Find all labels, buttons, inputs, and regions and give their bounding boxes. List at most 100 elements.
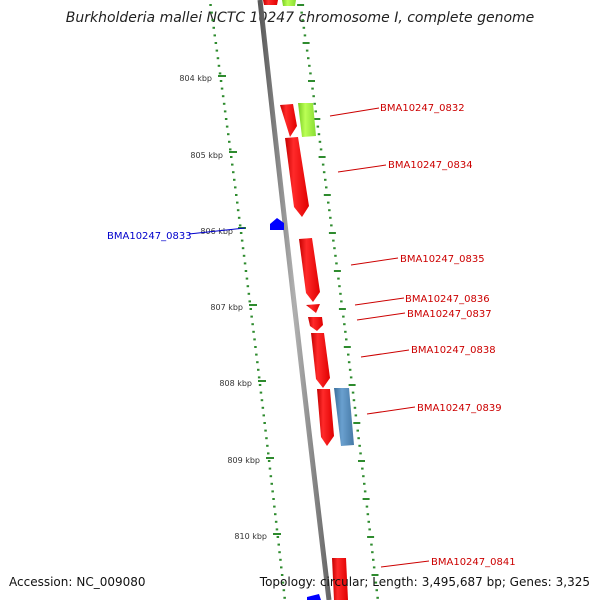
tick-mark: [358, 444, 361, 447]
tick-mark: [329, 216, 332, 219]
tick-mark: [233, 178, 236, 181]
tick-mark: [252, 330, 255, 333]
tick-mark: [280, 574, 284, 576]
tick-mark: [251, 323, 254, 326]
gene-label[interactable]: BMA10247_0841: [431, 557, 516, 568]
gene-arrow-BMA10247_0838[interactable]: [311, 333, 330, 388]
tick-mark: [216, 57, 220, 60]
genome-stats: Topology: circular; Length: 3,495,687 bp; …: [259, 575, 590, 589]
tick-mark: [278, 551, 281, 554]
gene-arrow-reverse[interactable]: [307, 594, 321, 600]
tick-mark: [321, 163, 325, 166]
tick-mark: [372, 566, 376, 569]
gene-label[interactable]: BMA10247_0838: [411, 345, 496, 356]
gene-label[interactable]: BMA10247_0834: [388, 160, 473, 171]
tick-mark: [232, 171, 235, 174]
gene-arrow-BMA10247_0839[interactable]: [317, 389, 334, 446]
tick-mark: [276, 536, 280, 538]
tick-mark: [253, 338, 256, 341]
label-leader-line: [329, 107, 380, 117]
tick-mark: [370, 543, 373, 546]
gene-label[interactable]: BMA10247_0833: [107, 231, 192, 242]
label-leader-line: [360, 349, 410, 358]
tick-mark: [236, 209, 240, 212]
tick-mark: [272, 498, 275, 500]
tick-mark: [348, 368, 352, 371]
gene-block-steel[interactable]: [334, 388, 354, 446]
tick-mark: [265, 437, 268, 440]
gene-label[interactable]: BMA10247_0839: [417, 403, 502, 414]
tick-mark: [303, 34, 307, 37]
tick-mark: [362, 498, 370, 500]
tick-mark: [328, 232, 336, 234]
tick-mark: [217, 64, 221, 67]
chromosome-backbone: [257, 0, 332, 600]
gene-label[interactable]: BMA10247_0832: [380, 103, 465, 114]
tick-mark: [223, 110, 227, 113]
tick-mark: [277, 543, 280, 546]
tick-mark: [308, 80, 315, 82]
gene-arrow-BMA10247_0836[interactable]: [306, 304, 320, 313]
scale-tick-label: 804 kbp: [179, 74, 212, 83]
gene-label[interactable]: BMA10247_0835: [400, 254, 485, 265]
tick-mark: [280, 566, 283, 569]
tick-mark: [311, 87, 314, 90]
tick-mark: [302, 42, 310, 44]
tick-mark: [363, 482, 366, 485]
tick-mark: [340, 300, 343, 303]
tick-mark: [221, 95, 225, 98]
tick-mark: [261, 406, 265, 409]
tick-mark: [316, 125, 320, 128]
gene-arrow-BMA10247_0833[interactable]: [270, 218, 284, 230]
tick-mark: [250, 315, 253, 318]
gene-arrow-BMA10247_0841[interactable]: [332, 558, 348, 600]
tick-mark: [239, 232, 243, 234]
label-leader-line: [366, 406, 416, 415]
tick-mark: [211, 19, 214, 22]
gene-arrow-BMA10247_0832[interactable]: [280, 104, 297, 137]
gene-block-lime[interactable]: [298, 103, 316, 137]
tick-mark: [257, 368, 260, 371]
label-leader-line: [380, 560, 430, 568]
tick-mark: [347, 361, 351, 364]
gene-label[interactable]: BMA10247_0836: [405, 294, 490, 305]
scale-tick: 805 kbp: [190, 151, 237, 160]
tick-mark: [374, 581, 378, 584]
tick-mark: [273, 505, 276, 508]
tick-mark: [275, 528, 279, 531]
tick-mark: [308, 64, 311, 67]
gene-block-lime[interactable]: [282, 0, 296, 6]
tick-mark: [335, 262, 338, 265]
gene-arrow-BMA10247_0837[interactable]: [308, 317, 323, 331]
tick-mark: [313, 102, 316, 105]
tick-mark: [254, 346, 257, 348]
tick-mark: [244, 270, 248, 272]
tick-mark: [325, 186, 328, 189]
tick-mark: [365, 505, 369, 508]
tick-mark: [376, 596, 379, 599]
tick-mark: [267, 452, 270, 455]
tick-mark: [317, 133, 321, 136]
tick-mark: [259, 391, 263, 394]
tick-mark: [300, 11, 303, 14]
gene-label[interactable]: BMA10247_0837: [407, 309, 492, 320]
gene-arrow-forward[interactable]: [263, 0, 278, 5]
tick-mark: [255, 353, 258, 356]
tick-mark: [258, 384, 262, 386]
gene-arrow-BMA10247_0835[interactable]: [299, 238, 320, 302]
tick-mark: [213, 34, 216, 37]
tick-mark: [227, 133, 230, 136]
tick-mark: [228, 140, 231, 143]
tick-mark: [361, 467, 364, 470]
gene-arrow-BMA10247_0834[interactable]: [285, 137, 309, 217]
tick-mark: [372, 558, 375, 561]
topology-label: Topology:: [259, 575, 316, 589]
tick-mark: [333, 270, 341, 272]
length-label: Length:: [372, 575, 418, 589]
tick-mark: [323, 194, 331, 196]
label-leader-line: [188, 227, 246, 235]
accession-value: NC_009080: [76, 575, 146, 589]
tick-mark: [339, 292, 342, 295]
tick-mark: [266, 444, 269, 447]
